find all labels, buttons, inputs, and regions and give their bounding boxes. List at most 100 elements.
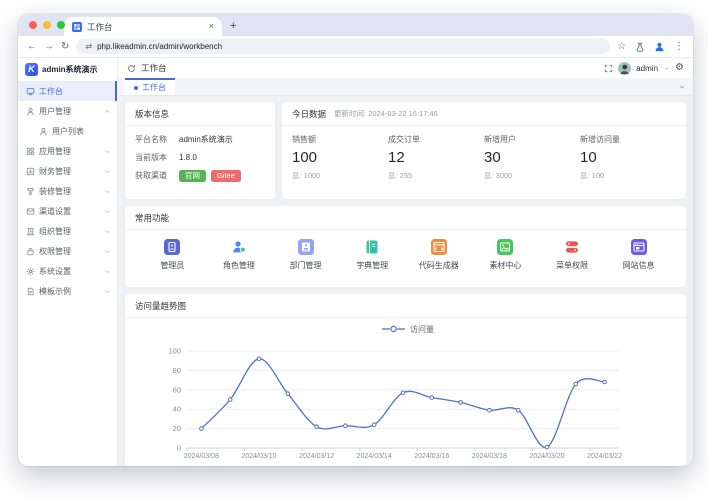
- today-data-card: 今日数据 更新时间: 2024-03-22 16:17:46 销售额 100 总…: [282, 102, 686, 199]
- brand-name: admin系统演示: [42, 64, 98, 74]
- official-site-button[interactable]: 官网: [179, 170, 206, 182]
- function-5[interactable]: 素材中心: [472, 239, 539, 271]
- function-4[interactable]: 代码生成器: [406, 239, 473, 271]
- website-icon: [630, 239, 647, 255]
- sidebar-subitem-1-0[interactable]: 用户列表: [18, 121, 117, 141]
- close-window-button[interactable]: [29, 21, 37, 29]
- platform-name-row: 平台名称 admin系统演示: [135, 135, 233, 144]
- sidebar-item-4[interactable]: 装修管理: [18, 181, 117, 201]
- toolbar-right: ☆ ⋮: [617, 41, 684, 52]
- fullscreen-icon[interactable]: [604, 64, 613, 73]
- visits-chart-body: 访问量 0 20 40 60 80 100 2024/03/08 2024/03/10 2024/…: [125, 318, 686, 466]
- tab-close-icon[interactable]: ×: [208, 21, 214, 31]
- header-right: admin ⚙: [604, 61, 684, 75]
- zoom-window-button[interactable]: [57, 21, 65, 29]
- active-tab-dot: [134, 85, 138, 90]
- avatar[interactable]: [618, 61, 632, 75]
- visits-line-chart: 访问量 0 20 40 60 80 100 2024/03/08 2024/03/10 2024/…: [168, 324, 622, 460]
- functions-list: 管理员 角色管理 部门管理 字典管理 代码生成器 素材中心 菜单权限 网站信息: [125, 230, 686, 271]
- sidebar-item-3[interactable]: 财务管理: [18, 161, 117, 181]
- user-icon: [39, 127, 48, 136]
- stat-value: 12: [388, 149, 405, 166]
- browser-profile-icon[interactable]: [654, 41, 665, 52]
- user-chevron-down-icon[interactable]: [663, 65, 670, 72]
- function-7[interactable]: 网站信息: [605, 239, 672, 271]
- org-icon: [26, 227, 35, 236]
- browser-tab[interactable]: 工作台 ×: [64, 17, 222, 36]
- version-card: 版本信息 平台名称 admin系统演示 当前版本 1.8.0 获: [125, 102, 275, 199]
- function-0[interactable]: 管理员: [139, 239, 206, 271]
- bookmark-star-icon[interactable]: ☆: [617, 40, 626, 52]
- visits-chart-card: 访问量趋势图 访问量 0 20 40 60 80 100 2024/03/08 2024/03/…: [125, 294, 686, 466]
- function-3[interactable]: 字典管理: [339, 239, 406, 271]
- settings-gear-icon[interactable]: ⚙: [675, 62, 684, 73]
- menu-item-label: 装修管理: [39, 186, 71, 196]
- tabs-chevron-down-icon[interactable]: [678, 83, 686, 91]
- function-label: 代码生成器: [418, 261, 459, 270]
- menu-icon: [564, 239, 580, 255]
- svg-text:60: 60: [173, 385, 181, 394]
- app-header: 工作台 admin ⚙: [118, 58, 693, 78]
- reload-icon[interactable]: ↻: [61, 40, 70, 52]
- sidebar-item-2[interactable]: 应用管理: [18, 141, 117, 161]
- sidebar-item-8[interactable]: 系统设置: [18, 261, 117, 281]
- browser-menu-icon[interactable]: ⋮: [674, 40, 684, 52]
- stat-total: 总: 255: [388, 171, 413, 180]
- main-area: 工作台 admin ⚙ 工作台: [118, 58, 693, 466]
- gear-icon: [26, 267, 35, 276]
- stat-label: 销售额: [292, 135, 316, 144]
- stat-value: 100: [292, 149, 318, 166]
- svg-text:2024/03/12: 2024/03/12: [299, 453, 334, 460]
- sidebar-item-1[interactable]: 用户管理: [18, 101, 117, 121]
- function-1[interactable]: 角色管理: [206, 239, 273, 271]
- material-icon: [497, 239, 514, 255]
- functions-card-title: 常用功能: [135, 212, 170, 223]
- roles-icon: [231, 239, 247, 255]
- svg-text:2024/03/22: 2024/03/22: [587, 453, 622, 460]
- svg-text:0: 0: [177, 444, 181, 453]
- today-card-title: 今日数据: [292, 108, 327, 119]
- sidebar-item-6[interactable]: 组织管理: [18, 221, 117, 241]
- menu-item-label: 工作台: [39, 86, 63, 96]
- url-bar[interactable]: ⇄ php.likeadmin.cn/admin/workbench: [76, 39, 611, 54]
- stat-1: 成交订单 12 总: 255: [388, 134, 484, 181]
- site-permissions-icon[interactable]: ⇄: [85, 41, 93, 51]
- menu-item-label: 系统设置: [39, 266, 71, 276]
- forward-icon[interactable]: →: [44, 40, 54, 52]
- finance-icon: [26, 167, 35, 176]
- sidebar-item-7[interactable]: 权限管理: [18, 241, 117, 261]
- sidebar-item-5[interactable]: 渠道设置: [18, 201, 117, 221]
- dict-icon: [364, 239, 380, 255]
- sidebar-item-0[interactable]: 工作台: [18, 81, 117, 101]
- svg-text:2024/03/20: 2024/03/20: [529, 453, 564, 460]
- mail-icon: [26, 207, 35, 216]
- minimize-window-button[interactable]: [43, 21, 51, 29]
- dept-icon: [297, 239, 314, 255]
- back-icon[interactable]: ←: [27, 40, 37, 52]
- function-2[interactable]: 部门管理: [272, 239, 339, 271]
- admin-app: K admin系统演示 工作台用户管理用户列表 应用管理 财务管理装修管理渠道设置组…: [18, 57, 693, 466]
- brand[interactable]: K admin系统演示: [18, 58, 117, 80]
- menu-item-label: 组织管理: [39, 226, 71, 236]
- svg-text:40: 40: [173, 405, 181, 414]
- new-tab-button[interactable]: +: [230, 20, 237, 32]
- brand-logo: K: [25, 62, 38, 76]
- menu-item-label: 用户管理: [39, 106, 71, 116]
- refresh-icon[interactable]: [127, 64, 136, 73]
- chevron-down-icon: [104, 148, 111, 155]
- page-tab-workbench[interactable]: 工作台: [125, 78, 175, 95]
- stat-label: 成交订单: [388, 135, 420, 144]
- window-controls: [29, 21, 65, 29]
- extension-flask-icon[interactable]: [635, 42, 645, 52]
- doc-icon: [26, 287, 35, 296]
- function-label: 管理员: [160, 261, 185, 270]
- gitee-button[interactable]: Gitee: [211, 170, 241, 182]
- chevron-down-icon: [104, 208, 111, 215]
- sidebar-item-9[interactable]: 模板示例: [18, 281, 117, 301]
- legend-visits[interactable]: 访问量: [382, 324, 434, 334]
- chevron-down-icon: [104, 288, 111, 295]
- function-6[interactable]: 菜单权限: [539, 239, 606, 271]
- username[interactable]: admin: [636, 63, 659, 73]
- page-tab-label: 工作台: [142, 83, 166, 92]
- page-content: 版本信息 平台名称 admin系统演示 当前版本 1.8.0 获: [118, 96, 693, 466]
